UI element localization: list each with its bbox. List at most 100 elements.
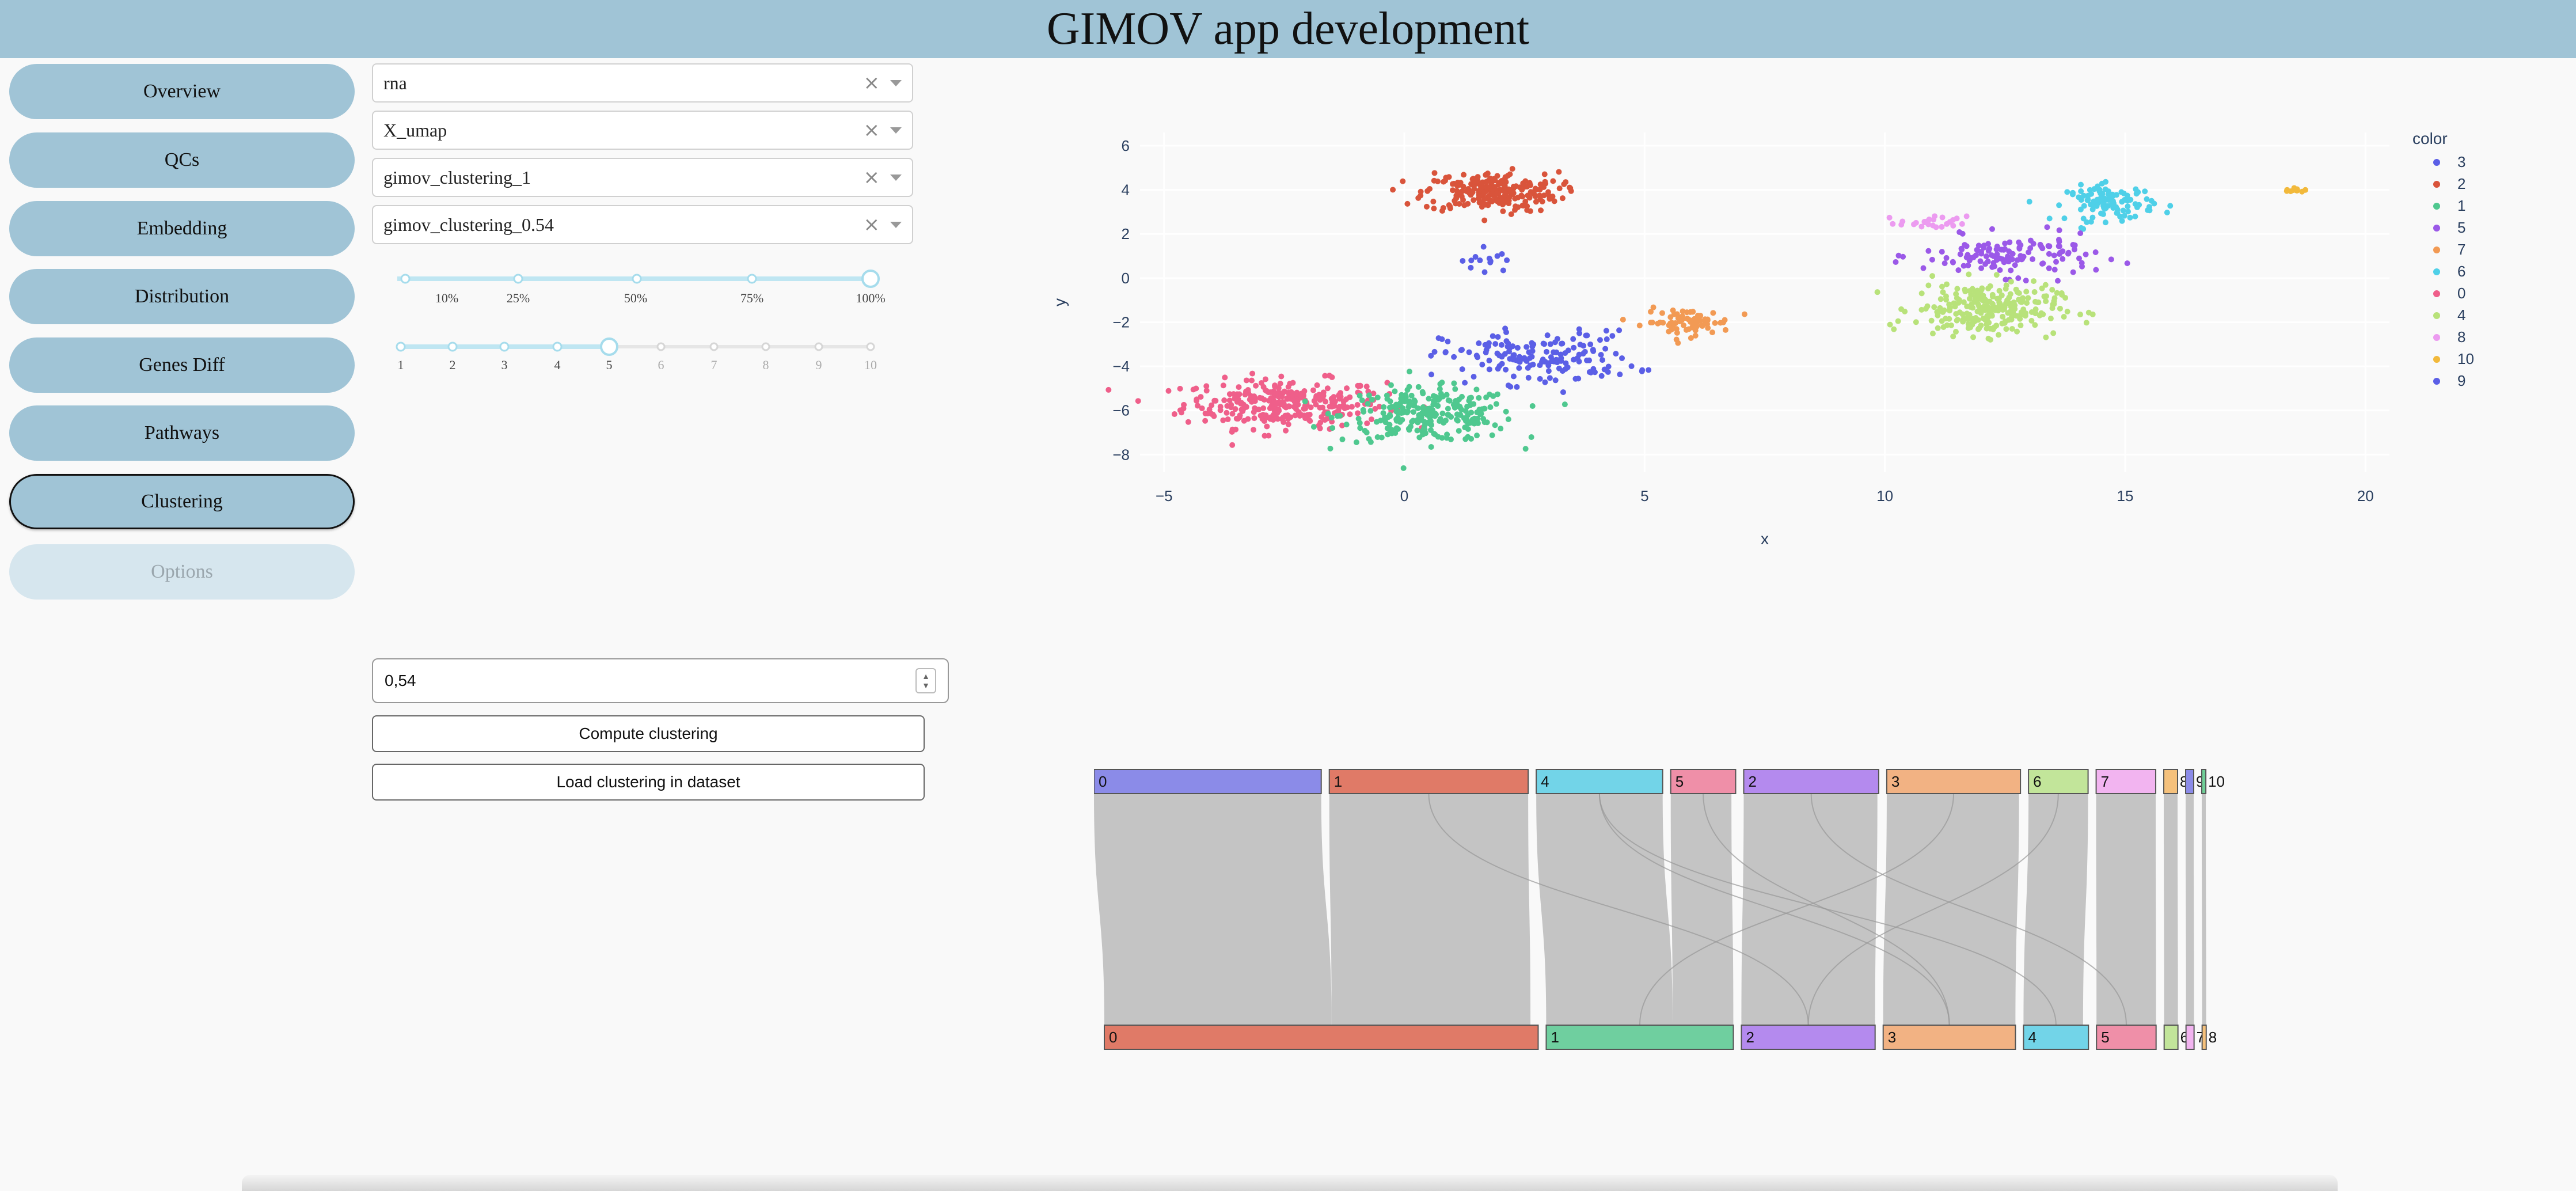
slider-handle[interactable] <box>600 337 618 356</box>
nav-pathways-button[interactable]: Pathways <box>9 405 355 461</box>
chevron-down-icon[interactable] <box>890 174 902 181</box>
legend-item-label[interactable]: 6 <box>2457 263 2465 280</box>
sankey-node[interactable] <box>1104 1025 1539 1050</box>
legend-item-label[interactable]: 9 <box>2457 372 2465 389</box>
resolution-input[interactable]: 0,54 ▲ ▼ <box>372 658 949 703</box>
chevron-down-icon[interactable] <box>890 127 902 134</box>
legend-marker[interactable] <box>2433 378 2440 385</box>
data-point <box>2103 205 2109 211</box>
clear-icon[interactable]: × <box>863 166 880 189</box>
scatter-legend[interactable]: color 3 2 1 5 7 6 0 4 8 10 9 <box>2412 130 2474 389</box>
legend-marker[interactable] <box>2433 181 2440 188</box>
slider-mark-dot[interactable] <box>656 342 666 351</box>
slider-mark-dot[interactable] <box>447 342 458 352</box>
data-point <box>2032 306 2039 313</box>
nav-genes-diff-button[interactable]: Genes Diff <box>9 337 355 393</box>
nav-overview-button[interactable]: Overview <box>9 64 355 119</box>
nav-options-button[interactable]: Options <box>9 544 355 600</box>
legend-item-label[interactable]: 1 <box>2457 197 2465 214</box>
sankey-node[interactable] <box>1886 769 2022 794</box>
nav-distribution-button[interactable]: Distribution <box>9 269 355 324</box>
sankey-node[interactable] <box>2163 769 2179 794</box>
sankey-node[interactable] <box>2185 769 2194 794</box>
sankey-node[interactable] <box>1741 1025 1876 1050</box>
slider-mark-dot[interactable] <box>632 274 642 284</box>
sankey-node[interactable] <box>1094 769 1322 794</box>
nav-embedding-button[interactable]: Embedding <box>9 201 355 256</box>
legend-marker[interactable] <box>2433 312 2440 319</box>
slider-mark-dot[interactable] <box>400 274 411 284</box>
k-slider[interactable] <box>394 335 881 358</box>
sankey-node[interactable] <box>1882 1025 2016 1050</box>
slider-handle[interactable] <box>861 270 880 288</box>
percent-slider[interactable] <box>397 266 892 289</box>
legend-marker[interactable] <box>2433 246 2440 253</box>
sankey-node[interactable] <box>1328 769 1529 794</box>
slider-mark-dot[interactable] <box>499 342 510 352</box>
sankey-node[interactable] <box>2201 769 2207 794</box>
legend-marker[interactable] <box>2433 268 2440 275</box>
sankey-node[interactable] <box>2163 1025 2179 1050</box>
clustering-b-dropdown[interactable]: gimov_clustering_0.54 × <box>372 205 913 244</box>
slider-mark-dot[interactable] <box>513 274 523 284</box>
clear-icon[interactable]: × <box>863 119 880 142</box>
data-point <box>2051 267 2058 273</box>
modality-dropdown[interactable]: rna × <box>372 63 913 103</box>
slider-mark-dot[interactable] <box>814 342 823 351</box>
nav-clustering-button[interactable]: Clustering <box>9 474 355 529</box>
load-clustering-button[interactable]: Load clustering in dataset <box>372 764 925 801</box>
legend-item-label[interactable]: 0 <box>2457 285 2465 302</box>
compute-clustering-button[interactable]: Compute clustering <box>372 715 925 752</box>
resolution-value[interactable]: 0,54 <box>385 672 416 689</box>
slider-mark-dot[interactable] <box>709 342 719 351</box>
chevron-down-icon[interactable] <box>890 79 902 86</box>
sankey-node[interactable] <box>1545 1025 1734 1050</box>
sankey-node[interactable] <box>1743 769 1879 794</box>
clear-icon[interactable]: × <box>863 71 880 94</box>
legend-item-label[interactable]: 5 <box>2457 219 2465 236</box>
clear-icon[interactable]: × <box>863 213 880 236</box>
slider-mark-dot[interactable] <box>866 342 875 351</box>
legend-marker[interactable] <box>2433 356 2440 363</box>
sankey-node[interactable] <box>2201 1025 2207 1050</box>
sankey-node[interactable] <box>2095 769 2157 794</box>
sankey-node[interactable] <box>1670 769 1737 794</box>
legend-item-label[interactable]: 7 <box>2457 241 2465 258</box>
data-point <box>1943 255 1950 261</box>
chevron-down-icon[interactable] <box>890 221 902 228</box>
data-point <box>1243 377 1249 384</box>
legend-item-label[interactable]: 4 <box>2457 306 2465 324</box>
sankey-node-label: 2 <box>1748 773 1756 790</box>
data-point <box>2009 256 2015 263</box>
data-point <box>1924 303 1931 309</box>
data-point <box>1500 208 1506 214</box>
legend-item-label[interactable]: 3 <box>2457 153 2465 170</box>
legend-marker[interactable] <box>2433 334 2440 341</box>
embedding-dropdown[interactable]: X_umap × <box>372 111 913 150</box>
clustering-a-dropdown[interactable]: gimov_clustering_1 × <box>372 158 913 197</box>
legend-marker[interactable] <box>2433 225 2440 232</box>
legend-item-label[interactable]: 8 <box>2457 328 2465 346</box>
sankey-node[interactable] <box>1536 769 1663 794</box>
slider-mark-dot[interactable] <box>396 342 406 352</box>
data-point <box>1997 301 2004 308</box>
sankey-node[interactable] <box>2096 1025 2157 1050</box>
legend-item-label[interactable]: 2 <box>2457 175 2465 192</box>
slider-mark-dot[interactable] <box>552 342 563 352</box>
slider-mark-dot[interactable] <box>747 274 757 284</box>
nav-qcs-button[interactable]: QCs <box>9 132 355 188</box>
legend-marker[interactable] <box>2433 290 2440 297</box>
data-point <box>1281 400 1287 407</box>
sankey-node[interactable] <box>2185 1025 2195 1050</box>
legend-marker[interactable] <box>2433 159 2440 166</box>
data-point <box>2042 282 2049 288</box>
legend-marker[interactable] <box>2433 203 2440 210</box>
slider-mark-dot[interactable] <box>761 342 770 351</box>
legend-item-label[interactable]: 10 <box>2457 350 2474 367</box>
spinner-icon[interactable]: ▲ ▼ <box>915 668 936 693</box>
clustering-sankey[interactable]: 0 1 4 5 2 3 6 7 8 9 100 1 2 3 4 5 6 7 8 <box>1094 754 2430 1054</box>
sankey-node[interactable] <box>2028 769 2089 794</box>
sankey-node[interactable] <box>2023 1025 2089 1050</box>
sankey-nodes[interactable]: 0 1 4 5 2 3 6 7 8 9 100 1 2 3 4 5 6 7 8 <box>1094 769 2225 1050</box>
